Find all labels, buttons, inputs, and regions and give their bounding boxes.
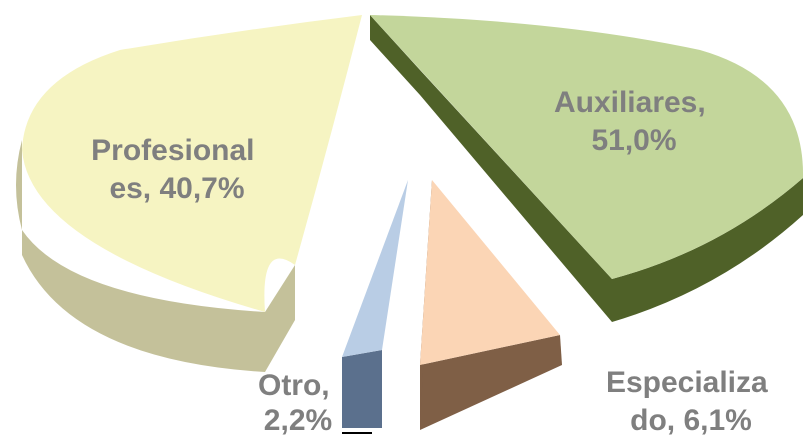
label-especializado-line1: Especializa (606, 366, 768, 399)
slice-profesionales (16, 15, 362, 372)
label-otro-line1: Otro, (258, 369, 330, 402)
slice-especializado (420, 180, 562, 430)
slice-auxiliares (370, 15, 804, 322)
label-especializado: Especializa do, 6,1% (606, 366, 776, 436)
label-profesionales-line1: Profesional (91, 134, 254, 167)
slice-auxiliares-rim (612, 178, 803, 322)
slice-otro-side (342, 350, 382, 428)
label-auxiliares-line2: 51,0% (591, 124, 676, 157)
slice-auxiliares-top (370, 15, 804, 279)
label-auxiliares: Auxiliares, 51,0% (554, 86, 714, 157)
label-especializado-line2: do, 6,1% (630, 404, 752, 436)
label-profesionales: Profesional es, 40,7% (91, 134, 263, 205)
slice-especializado-side (420, 335, 562, 430)
label-otro: Otro, 2,2% (258, 369, 338, 436)
slice-otro (342, 180, 408, 428)
slice-auxiliares-side (370, 15, 612, 322)
slice-profesionales-top (22, 15, 362, 312)
slice-otro-top (342, 180, 408, 357)
slice-especializado-top (420, 180, 560, 365)
label-auxiliares-line1: Auxiliares, (554, 86, 706, 119)
label-profesionales-line2: es, 40,7% (109, 172, 244, 205)
label-otro-line2: 2,2% (264, 404, 332, 436)
slice-profesionales-side (265, 265, 295, 372)
slice-profesionales-rim (16, 140, 265, 372)
